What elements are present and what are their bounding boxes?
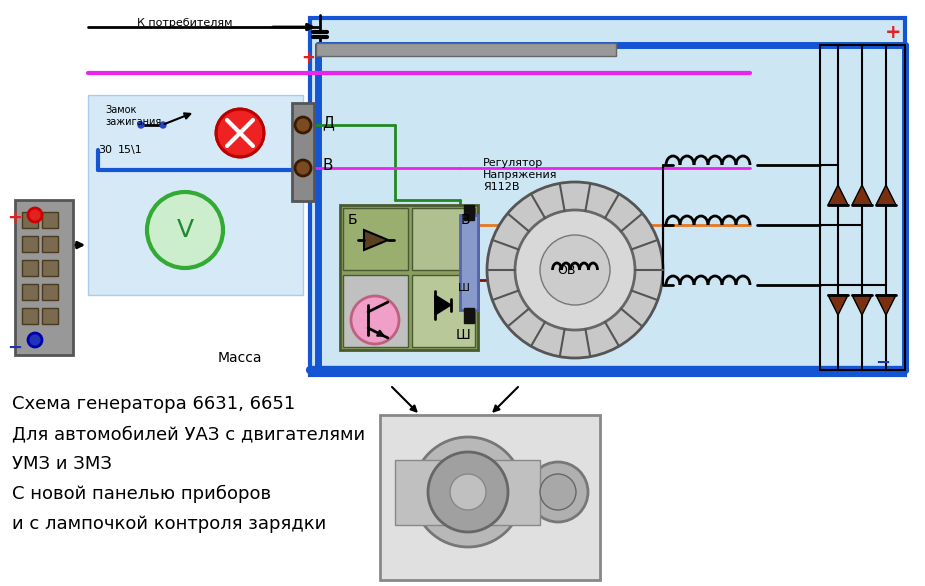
Text: С новой панелью приборов: С новой панелью приборов xyxy=(12,485,271,503)
Circle shape xyxy=(351,296,399,344)
Bar xyxy=(42,284,58,300)
Circle shape xyxy=(28,333,42,347)
Circle shape xyxy=(147,192,223,268)
Text: Ш: Ш xyxy=(458,283,470,293)
Bar xyxy=(380,415,600,580)
Bar xyxy=(15,200,73,355)
Text: 15\1: 15\1 xyxy=(118,145,142,155)
Text: +: + xyxy=(884,22,901,42)
Bar xyxy=(464,205,474,220)
Text: Регулятор
Напряжения
Я112В: Регулятор Напряжения Я112В xyxy=(483,158,558,192)
Circle shape xyxy=(138,122,144,128)
Bar xyxy=(88,95,303,295)
Circle shape xyxy=(295,117,311,133)
Circle shape xyxy=(528,462,588,522)
Text: Для автомобилей УАЗ с двигателями: Для автомобилей УАЗ с двигателями xyxy=(12,425,365,443)
Bar xyxy=(22,236,38,252)
Polygon shape xyxy=(852,295,872,315)
Circle shape xyxy=(160,122,166,128)
Text: и с лампочкой контроля зарядки: и с лампочкой контроля зарядки xyxy=(12,515,327,533)
Bar xyxy=(412,275,475,347)
Text: В: В xyxy=(461,213,470,227)
Bar xyxy=(395,460,540,525)
Polygon shape xyxy=(435,295,451,315)
Text: УМЗ и ЗМЗ: УМЗ и ЗМЗ xyxy=(12,455,112,473)
Bar xyxy=(22,260,38,276)
Text: Д: Д xyxy=(322,115,334,131)
Bar xyxy=(460,215,478,310)
Bar xyxy=(292,103,314,201)
Bar xyxy=(820,45,905,370)
Text: Б: Б xyxy=(348,213,358,227)
Circle shape xyxy=(28,208,42,222)
Bar xyxy=(42,212,58,228)
Bar xyxy=(42,236,58,252)
Text: −: − xyxy=(875,354,891,372)
Bar xyxy=(22,284,38,300)
Circle shape xyxy=(540,474,576,510)
Text: +: + xyxy=(7,209,22,227)
Text: Замок
зажигания: Замок зажигания xyxy=(105,105,161,127)
Polygon shape xyxy=(852,185,872,205)
Bar xyxy=(310,18,905,375)
Text: ОВ: ОВ xyxy=(558,264,576,277)
Bar xyxy=(412,208,475,270)
Circle shape xyxy=(487,182,663,358)
Text: В: В xyxy=(322,158,332,173)
Text: 30: 30 xyxy=(98,145,112,155)
Circle shape xyxy=(216,109,264,157)
Bar xyxy=(343,208,408,270)
Polygon shape xyxy=(364,230,388,250)
Polygon shape xyxy=(828,185,848,205)
Text: К потребителям: К потребителям xyxy=(137,18,233,28)
Bar xyxy=(340,205,478,350)
Circle shape xyxy=(295,160,311,176)
Bar xyxy=(22,308,38,324)
Bar xyxy=(316,43,616,56)
Polygon shape xyxy=(876,295,896,315)
Circle shape xyxy=(428,452,508,532)
Circle shape xyxy=(450,474,486,510)
Polygon shape xyxy=(876,185,896,205)
Circle shape xyxy=(413,437,523,547)
Circle shape xyxy=(540,235,610,305)
Bar xyxy=(42,308,58,324)
Text: Схема генератора 6631, 6651: Схема генератора 6631, 6651 xyxy=(12,395,295,413)
Bar xyxy=(343,275,408,347)
Bar xyxy=(22,212,38,228)
Text: V: V xyxy=(177,218,193,242)
Text: −: − xyxy=(7,339,22,357)
Text: Масса: Масса xyxy=(217,351,263,365)
Bar xyxy=(464,308,474,323)
Bar xyxy=(42,260,58,276)
Circle shape xyxy=(515,210,635,330)
Text: +: + xyxy=(301,49,314,67)
Polygon shape xyxy=(828,295,848,315)
Text: Ш: Ш xyxy=(455,328,470,342)
